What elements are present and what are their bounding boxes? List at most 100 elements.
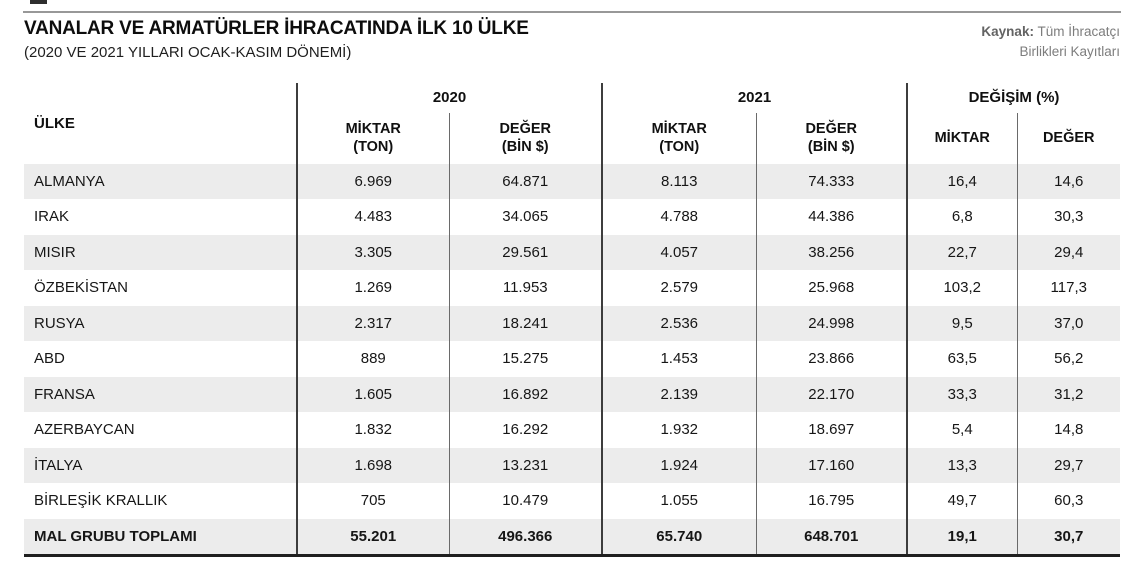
cell-2021-amount: 2.139 xyxy=(601,376,756,412)
cell-2020-amount: 1.698 xyxy=(296,447,449,483)
cell-2020-amount: 889 xyxy=(296,341,449,377)
cell-2020-amount: 6.969 xyxy=(296,163,449,199)
cell-2021-value: 25.968 xyxy=(755,270,907,306)
cell-change-amount: 16,4 xyxy=(906,163,1017,199)
cell-total-2020-value: 496.366 xyxy=(448,518,602,557)
table-header: ÜLKE 2020 2021 DEĞİŞİM (%) MİKTAR (TON) … xyxy=(24,82,1120,164)
cell-change-amount: 63,5 xyxy=(906,341,1017,377)
cell-total-change-value: 30,7 xyxy=(1016,518,1120,557)
cell-2020-value: 11.953 xyxy=(448,270,602,306)
cell-2020-amount: 1.832 xyxy=(296,412,449,448)
cell-total-2021-value: 648.701 xyxy=(755,518,907,557)
table-row: FRANSA 1.605 16.892 2.139 22.170 33,3 31… xyxy=(24,376,1120,412)
source-text: Tüm İhracatçı Birlikleri Kayıtları xyxy=(1019,24,1120,60)
cell-change-amount: 49,7 xyxy=(906,483,1017,519)
cell-change-value: 56,2 xyxy=(1016,341,1120,377)
cell-country: İTALYA xyxy=(34,456,83,474)
cell-2020-value: 16.292 xyxy=(448,412,602,448)
cell-2021-amount: 4.057 xyxy=(601,234,756,270)
cell-change-value: 29,7 xyxy=(1016,447,1120,483)
cell-country: AZERBAYCAN xyxy=(34,421,135,439)
cell-2021-amount: 1.453 xyxy=(601,341,756,377)
cell-country: RUSYA xyxy=(34,314,85,332)
cell-2020-value: 10.479 xyxy=(448,483,602,519)
cell-change-amount: 22,7 xyxy=(906,234,1017,270)
cell-change-amount: 13,3 xyxy=(906,447,1017,483)
cell-country: FRANSA xyxy=(34,385,95,403)
cell-change-value: 14,8 xyxy=(1016,412,1120,448)
column-header-2021-value: DEĞER (BİN $) xyxy=(755,112,907,164)
table-row: MISIR 3.305 29.561 4.057 38.256 22,7 29,… xyxy=(24,234,1120,270)
cell-2021-value: 22.170 xyxy=(755,376,907,412)
top-left-dash xyxy=(30,0,47,4)
table-total-row: MAL GRUBU TOPLAMI 55.201 496.366 65.740 … xyxy=(24,518,1120,557)
column-header-change-amount: MİKTAR xyxy=(906,112,1017,164)
cell-total-label: MAL GRUBU TOPLAMI xyxy=(24,518,297,557)
cell-total-2021-amount: 65.740 xyxy=(601,518,756,557)
table-row: İTALYA 1.698 13.231 1.924 17.160 13,3 29… xyxy=(24,447,1120,483)
title-block: VANALAR VE ARMATÜRLER İHRACATINDA İLK 10… xyxy=(24,18,529,62)
cell-2021-value: 23.866 xyxy=(755,341,907,377)
cell-total-change-amount: 19,1 xyxy=(906,518,1017,557)
cell-2021-value: 17.160 xyxy=(755,447,907,483)
column-group-2020: 2020 xyxy=(296,82,602,113)
cell-2020-value: 13.231 xyxy=(448,447,602,483)
cell-2021-value: 24.998 xyxy=(755,305,907,341)
cell-2021-amount: 8.113 xyxy=(601,163,756,199)
column-header-2020-amount: MİKTAR (TON) xyxy=(296,112,449,164)
cell-change-amount: 5,4 xyxy=(906,412,1017,448)
cell-2020-amount: 4.483 xyxy=(296,199,449,235)
cell-2021-value: 74.333 xyxy=(755,163,907,199)
cell-total-2020-amount: 55.201 xyxy=(296,518,449,557)
cell-2021-amount: 1.924 xyxy=(601,447,756,483)
header-sub-row: MİKTAR (TON) DEĞER (BİN $) MİKTAR (TON) … xyxy=(24,112,1120,164)
cell-2020-amount: 2.317 xyxy=(296,305,449,341)
table-row: ÖZBEKİSTAN 1.269 11.953 2.579 25.968 103… xyxy=(24,270,1120,306)
cell-2021-amount: 4.788 xyxy=(601,199,756,235)
cell-2021-value: 18.697 xyxy=(755,412,907,448)
export-data-table: ÜLKE 2020 2021 DEĞİŞİM (%) MİKTAR (TON) … xyxy=(24,82,1120,557)
cell-2020-value: 29.561 xyxy=(448,234,602,270)
cell-2020-amount: 705 xyxy=(296,483,449,519)
cell-2020-value: 64.871 xyxy=(448,163,602,199)
cell-2021-value: 44.386 xyxy=(755,199,907,235)
cell-change-amount: 9,5 xyxy=(906,305,1017,341)
table-row: IRAK 4.483 34.065 4.788 44.386 6,8 30,3 xyxy=(24,199,1120,235)
page-subtitle: (2020 VE 2021 YILLARI OCAK-KASIM DÖNEMİ) xyxy=(24,43,352,61)
cell-country: ALMANYA xyxy=(34,172,105,190)
cell-2020-amount: 3.305 xyxy=(296,234,449,270)
cell-2020-amount: 1.605 xyxy=(296,376,449,412)
cell-change-amount: 33,3 xyxy=(906,376,1017,412)
cell-change-value: 29,4 xyxy=(1016,234,1120,270)
cell-change-value: 37,0 xyxy=(1016,305,1120,341)
cell-country: ABD xyxy=(34,350,65,368)
cell-country: IRAK xyxy=(34,208,70,226)
cell-2020-value: 34.065 xyxy=(448,199,602,235)
table-row: ABD 889 15.275 1.453 23.866 63,5 56,2 xyxy=(24,341,1120,377)
cell-change-value: 31,2 xyxy=(1016,376,1120,412)
cell-2021-amount: 1.932 xyxy=(601,412,756,448)
source-note: Kaynak: Tüm İhracatçı Birlikleri Kayıtla… xyxy=(935,22,1120,63)
column-header-2021-amount: MİKTAR (TON) xyxy=(601,112,756,164)
page-title: VANALAR VE ARMATÜRLER İHRACATINDA İLK 10… xyxy=(24,18,529,39)
cell-2020-value: 15.275 xyxy=(448,341,602,377)
column-group-2021: 2021 xyxy=(601,82,907,113)
column-header-country: ÜLKE xyxy=(34,114,75,132)
table-row: RUSYA 2.317 18.241 2.536 24.998 9,5 37,0 xyxy=(24,305,1120,341)
cell-country: ÖZBEKİSTAN xyxy=(34,279,128,297)
table-row: AZERBAYCAN 1.832 16.292 1.932 18.697 5,4… xyxy=(24,412,1120,448)
top-divider-rule xyxy=(23,11,1121,13)
cell-change-amount: 6,8 xyxy=(906,199,1017,235)
cell-2021-amount: 2.579 xyxy=(601,270,756,306)
column-header-2020-value: DEĞER (BİN $) xyxy=(448,112,602,164)
cell-2020-value: 16.892 xyxy=(448,376,602,412)
table-row: ALMANYA 6.969 64.871 8.113 74.333 16,4 1… xyxy=(24,163,1120,199)
cell-country: MISIR xyxy=(34,243,76,261)
header: VANALAR VE ARMATÜRLER İHRACATINDA İLK 10… xyxy=(0,0,1144,63)
source-label: Kaynak: xyxy=(981,24,1034,39)
cell-change-value: 30,3 xyxy=(1016,199,1120,235)
table-body: ALMANYA 6.969 64.871 8.113 74.333 16,4 1… xyxy=(24,163,1120,557)
cell-change-value: 60,3 xyxy=(1016,483,1120,519)
cell-2021-value: 16.795 xyxy=(755,483,907,519)
cell-change-amount: 103,2 xyxy=(906,270,1017,306)
